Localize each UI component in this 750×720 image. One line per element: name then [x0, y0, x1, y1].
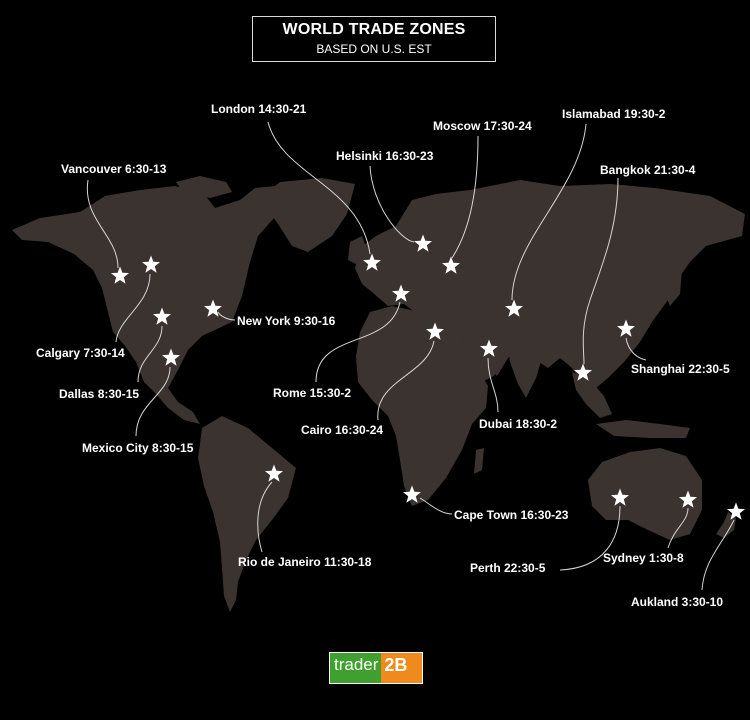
star-icon-aukland: [727, 502, 745, 520]
star-icon-cairo: [426, 322, 444, 340]
north-america-landmass: [12, 186, 292, 424]
continents: [12, 176, 745, 612]
star-icon-london: [363, 253, 381, 271]
leader-line-perth: [559, 505, 621, 571]
label-vancouver: Vancouver 6:30-13: [61, 162, 167, 176]
page-subtitle: BASED ON U.S. EST: [316, 42, 432, 56]
arctic-islands: [176, 176, 232, 198]
leader-line-rio-de-janeiro: [257, 481, 273, 553]
star-icon-new-york: [204, 299, 222, 317]
label-moscow: Moscow 17:30-24: [433, 119, 532, 133]
label-dubai: Dubai 18:30-2: [479, 417, 558, 431]
leader-line-calgary: [115, 273, 151, 343]
label-dallas: Dallas 8:30-15: [59, 387, 140, 401]
leader-line-london: [267, 121, 371, 255]
label-rome: Rome 15:30-2: [273, 386, 352, 400]
star-icon-islamabad: [505, 299, 523, 317]
star-icon-cape-town: [403, 485, 421, 503]
label-shanghai: Shanghai 22:30-5: [631, 362, 730, 376]
label-perth: Perth 22:30-5: [470, 561, 546, 575]
label-rio-de-janeiro: Rio de Janeiro 11:30-18: [238, 555, 372, 569]
leader-line-helsinki: [369, 165, 415, 243]
star-icon-mexico-city: [162, 348, 180, 366]
leader-line-sydney: [667, 507, 689, 549]
leader-line-cairo: [377, 340, 435, 421]
british-isles: [348, 236, 368, 266]
star-icon-rome: [392, 284, 410, 302]
indonesia-islands: [596, 420, 690, 438]
star-icon-rio-de-janeiro: [265, 464, 283, 482]
label-cairo: Cairo 16:30-24: [301, 423, 384, 437]
leader-lines: [86, 121, 735, 591]
trader2b-logo: trader 2B: [329, 652, 423, 684]
label-london: London 14:30-21: [211, 102, 307, 116]
star-icon-helsinki: [414, 234, 432, 252]
label-aukland: Aukland 3:30-10: [631, 595, 724, 609]
label-new-york: New York 9:30-16: [237, 314, 336, 328]
star-icon-perth: [611, 488, 629, 506]
southeast-asia: [572, 372, 612, 418]
leader-line-mexico-city: [135, 366, 171, 437]
logo-text-trader: trader: [330, 653, 382, 683]
label-sydney: Sydney 1:30-8: [603, 551, 684, 565]
star-icon-bangkok: [574, 363, 592, 381]
star-icon-vancouver: [111, 266, 129, 284]
madagascar: [474, 448, 484, 474]
leader-line-dubai: [487, 357, 499, 413]
australia-landmass: [588, 448, 702, 540]
star-icon-shanghai: [617, 319, 635, 337]
title-box: WORLD TRADE ZONES BASED ON U.S. EST: [252, 16, 496, 62]
logo-text-2b: 2B: [381, 653, 422, 683]
leader-line-aukland: [701, 519, 735, 591]
leader-line-moscow: [451, 135, 479, 259]
south-america-landmass: [198, 416, 296, 612]
indian-subcontinent: [508, 342, 544, 398]
greenland-landmass: [262, 178, 355, 252]
africa-landmass: [356, 306, 488, 506]
leader-line-rome: [315, 301, 401, 383]
star-icon-dubai: [480, 339, 498, 357]
star-icon-calgary: [142, 255, 160, 273]
label-mexico-city: Mexico City 8:30-15: [82, 441, 194, 455]
leader-line-new-york: [217, 311, 236, 321]
label-bangkok: Bangkok 21:30-4: [600, 163, 696, 177]
star-icon-moscow: [442, 256, 460, 274]
leader-line-islamabad: [511, 123, 587, 301]
star-icon-sydney: [679, 490, 697, 508]
japan-islands: [664, 262, 682, 306]
label-islamabad: Islamabad 19:30-2: [562, 107, 666, 121]
label-cape-town: Cape Town 16:30-23: [454, 508, 569, 522]
leader-line-vancouver: [86, 179, 119, 269]
leader-line-bangkok: [582, 177, 619, 365]
leader-line-dallas: [137, 325, 163, 383]
label-helsinki: Helsinki 16:30-23: [336, 149, 434, 163]
star-icon-dallas: [153, 307, 171, 325]
leader-line-shanghai: [625, 337, 647, 361]
page-title: WORLD TRADE ZONES: [282, 21, 466, 38]
eurasia-landmass: [355, 180, 745, 388]
label-calgary: Calgary 7:30-14: [36, 346, 125, 360]
leader-line-cape-town: [419, 497, 453, 515]
city-markers: [111, 234, 745, 520]
